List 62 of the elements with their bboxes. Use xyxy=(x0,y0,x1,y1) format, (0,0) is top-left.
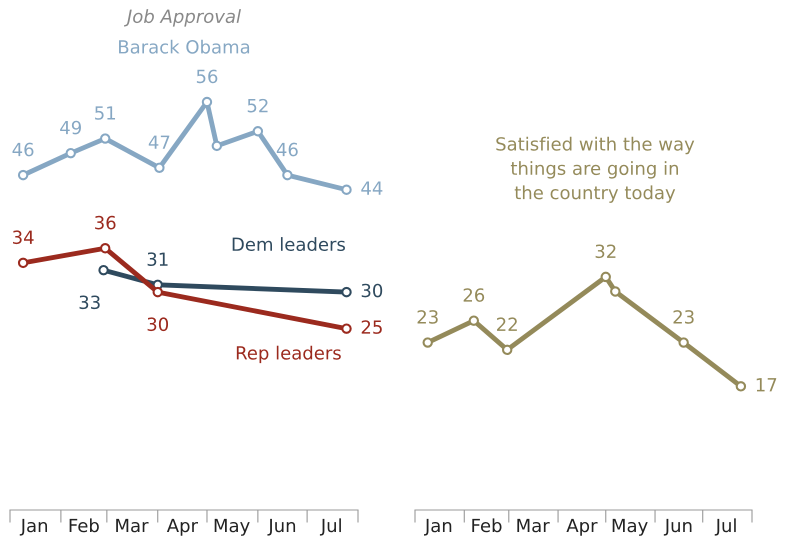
point xyxy=(100,133,110,144)
data-label: 36 xyxy=(95,216,116,230)
x-tick-label: Jan xyxy=(424,518,452,536)
data-label: 51 xyxy=(95,106,116,120)
data-label: 23 xyxy=(418,310,438,324)
data-label: 52 xyxy=(248,98,268,112)
x-tick-label: Jan xyxy=(20,518,48,536)
data-label: 30 xyxy=(148,317,168,332)
data-label: 26 xyxy=(464,288,484,302)
x-tick-label: Jun xyxy=(664,518,692,536)
point xyxy=(341,323,352,334)
point xyxy=(502,344,512,356)
data-label: 23 xyxy=(673,310,694,324)
point xyxy=(341,286,352,298)
data-label: 46 xyxy=(276,142,298,156)
data-label: 31 xyxy=(148,252,168,266)
x-tick-label: Feb xyxy=(472,518,502,532)
text: Satisfied with the way things are going in the country today xyxy=(496,136,694,203)
data-label: 46 xyxy=(12,142,34,156)
x-tick-label: Jul xyxy=(320,518,341,536)
data-label: 56 xyxy=(196,70,218,84)
point xyxy=(610,286,621,297)
point xyxy=(736,381,746,392)
x-tick-label: Apr xyxy=(566,518,598,536)
point xyxy=(154,162,165,174)
point xyxy=(252,126,264,136)
data-label: 17 xyxy=(756,378,776,392)
data-label: 22 xyxy=(497,317,517,331)
point xyxy=(18,258,28,268)
data-label: 34 xyxy=(13,230,34,244)
point xyxy=(678,337,689,348)
data-label: 44 xyxy=(361,182,382,195)
point xyxy=(282,170,293,180)
x-tick-label: Mar xyxy=(517,518,550,532)
x-tick-label: Feb xyxy=(70,518,99,532)
point xyxy=(98,264,109,276)
point xyxy=(152,286,163,298)
data-label: 49 xyxy=(60,120,81,134)
point xyxy=(212,140,222,152)
series-label: Rep leaders xyxy=(236,346,341,364)
data-label: 33 xyxy=(80,295,100,310)
point xyxy=(422,337,433,348)
x-tick-label: Mar xyxy=(116,518,149,532)
point xyxy=(600,272,611,282)
x-tick-label: May xyxy=(214,518,250,536)
text: Barack Obama xyxy=(119,40,250,54)
data-label: 30 xyxy=(362,284,382,298)
point xyxy=(202,96,212,108)
x-tick-label: Jul xyxy=(714,518,736,536)
data-label: 32 xyxy=(596,244,616,258)
point xyxy=(341,184,352,195)
x-tick-label: Jun xyxy=(267,518,296,536)
point xyxy=(468,315,480,326)
x-tick-label: Apr xyxy=(166,518,198,536)
point xyxy=(66,148,76,158)
x-tick-label: May xyxy=(612,518,648,536)
data-label: 25 xyxy=(362,320,382,334)
data-label: 47 xyxy=(148,136,170,149)
point xyxy=(100,243,110,254)
point xyxy=(18,170,28,180)
chart-title: Job Approval xyxy=(124,9,241,27)
text: Dem leaders xyxy=(232,237,345,252)
